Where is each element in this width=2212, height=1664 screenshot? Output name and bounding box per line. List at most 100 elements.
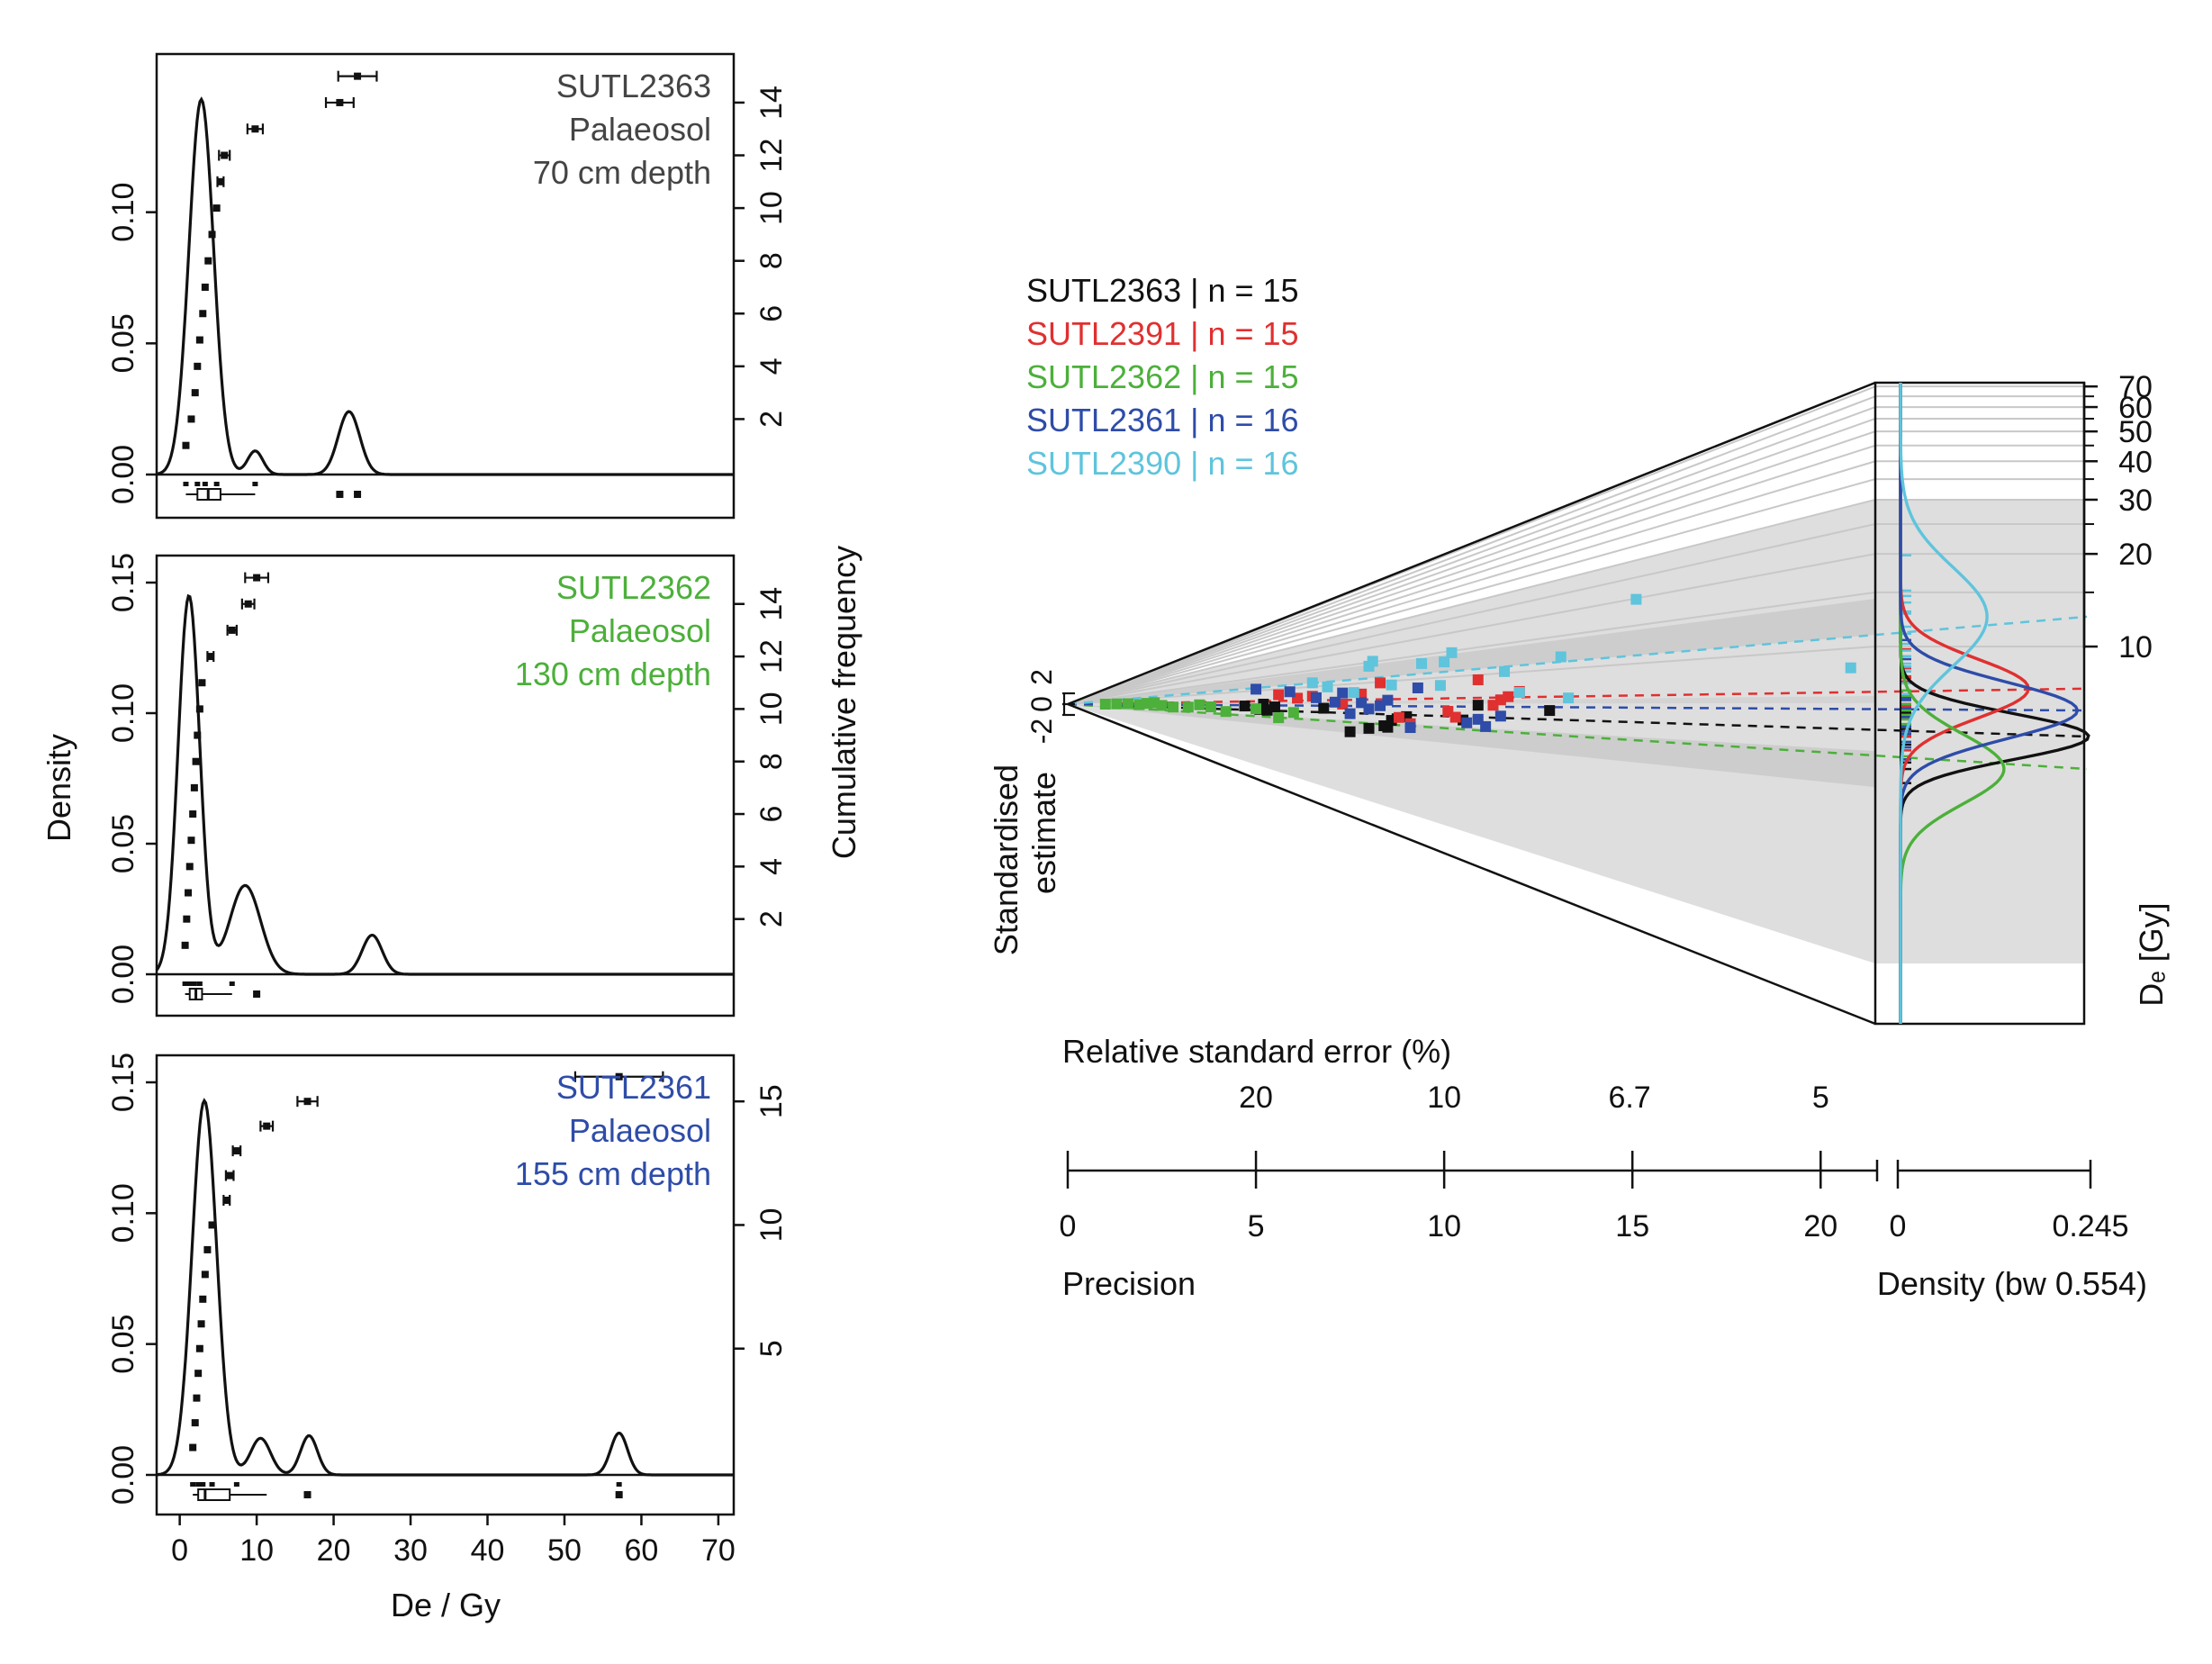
cum-tick-label: 12	[754, 639, 789, 674]
cum-tick-label: 14	[754, 86, 789, 120]
data-point	[1306, 677, 1318, 689]
data-point	[1310, 692, 1322, 703]
cum-point	[182, 441, 190, 449]
cum-point	[251, 125, 259, 133]
data-point	[1472, 713, 1484, 725]
data-point	[1446, 647, 1458, 658]
data-point	[1404, 722, 1416, 734]
band-dark	[1068, 704, 1875, 788]
cum-tick-label: 5	[754, 1340, 789, 1357]
x-tick-label: 10	[239, 1533, 274, 1568]
density-tick-label: 0	[1890, 1209, 1907, 1243]
cum-point	[203, 1245, 212, 1253]
z-tick-label: 70	[2118, 370, 2153, 404]
data-point	[1111, 698, 1123, 710]
panel-SUTL2363: 0.00 0.05 0.10 2 4 6 8 10 12 14 SUTL2363 Palaeosol 7…	[106, 52, 789, 520]
cum-point	[193, 1394, 201, 1402]
data-point	[1122, 698, 1133, 710]
cum-point	[354, 72, 362, 80]
cum-tick-label: 12	[754, 139, 789, 173]
radial-grid-line	[1067, 430, 1876, 705]
density-axis-label: Density (bw 0.554)	[1877, 1265, 2147, 1302]
cum-point	[232, 1147, 240, 1155]
radial-grid-line	[1067, 478, 1876, 705]
left-y-axis-label: Density	[41, 734, 77, 842]
cum-point	[187, 837, 195, 845]
cum-point	[206, 653, 214, 661]
data-point	[1845, 662, 1856, 674]
radial-grid-line	[1067, 406, 1876, 705]
rug-mark	[183, 482, 189, 486]
data-point	[1356, 697, 1368, 709]
x-tick-label: 60	[625, 1533, 659, 1568]
cum-tick-label: 10	[754, 692, 789, 726]
rug-mark	[186, 981, 193, 986]
cum-point	[190, 783, 198, 791]
cum-tick-label: 6	[754, 806, 789, 823]
data-point	[1367, 656, 1378, 667]
radial-grid-line	[1067, 591, 1876, 705]
cum-point	[253, 574, 261, 582]
cum-point	[212, 204, 221, 213]
panel-sample-label: SUTL2361	[556, 1069, 711, 1106]
data-point	[1250, 683, 1262, 695]
cum-tick-label: 4	[754, 357, 789, 375]
data-point	[1382, 694, 1394, 706]
y-tick-label: 0.00	[106, 945, 140, 1004]
cum-point	[244, 600, 252, 608]
panel-frame	[155, 1054, 736, 1516]
data-point	[1239, 701, 1250, 712]
panel-depth-label: 130 cm depth	[515, 656, 711, 692]
data-point	[1194, 699, 1205, 710]
data-point	[1630, 593, 1642, 605]
cum-point	[228, 626, 236, 634]
panel-unit-label: Palaeosol	[569, 111, 711, 148]
legend-entry: SUTL2390 | n = 16	[1026, 445, 1299, 482]
cum-point	[194, 1370, 203, 1378]
cum-tick-label: 2	[754, 910, 789, 927]
cum-point	[195, 336, 203, 344]
x-tick-label: 70	[701, 1533, 736, 1568]
data-point	[1503, 691, 1514, 702]
kde-curve	[156, 96, 734, 476]
radial-grid-line	[1067, 523, 1876, 705]
data-point	[1250, 703, 1262, 715]
cum-point	[185, 863, 194, 871]
rug-mark	[252, 482, 258, 486]
rug-mark	[191, 981, 197, 986]
cum-tick-label: 15	[754, 1084, 789, 1118]
cum-point	[208, 231, 216, 239]
y-tick-label: 0.05	[106, 313, 140, 373]
kde-curve	[156, 1098, 734, 1477]
cum-point	[226, 1171, 234, 1180]
cum-tick-label: 6	[754, 305, 789, 322]
density-panel-frame	[1873, 381, 2086, 1026]
legend-entry: SUTL2362 | n = 15	[1026, 358, 1299, 395]
left-density-stack: 0.00 0.05 0.10 2 4 6 8 10 12 14 SUTL2363 Palaeosol 7…	[106, 52, 789, 1568]
data-point	[1220, 706, 1232, 718]
cum-point	[191, 389, 199, 397]
panel-unit-label: Palaeosol	[569, 1112, 711, 1149]
upper-boundary	[1067, 381, 1876, 706]
x-tick-label: 50	[547, 1533, 582, 1568]
data-point	[1412, 682, 1423, 693]
left-x-axis-label: De / Gy	[391, 1587, 501, 1623]
outlier-point	[253, 990, 261, 998]
legend-entry: SUTL2391 | n = 15	[1026, 315, 1299, 352]
data-point	[1344, 726, 1356, 737]
data-point	[1544, 705, 1556, 717]
rug-mark	[616, 1482, 622, 1487]
rug-mark	[229, 981, 235, 986]
precision-tick-label: 20	[1803, 1209, 1837, 1243]
data-point	[1273, 689, 1285, 701]
cum-point	[263, 1122, 271, 1130]
cum-point	[195, 705, 203, 713]
cum-point	[197, 1320, 205, 1328]
cum-point	[192, 757, 200, 765]
precision-tick-label: 15	[1615, 1209, 1649, 1243]
y-tick-label: 0.10	[106, 1183, 140, 1243]
rug-mark	[194, 482, 201, 486]
